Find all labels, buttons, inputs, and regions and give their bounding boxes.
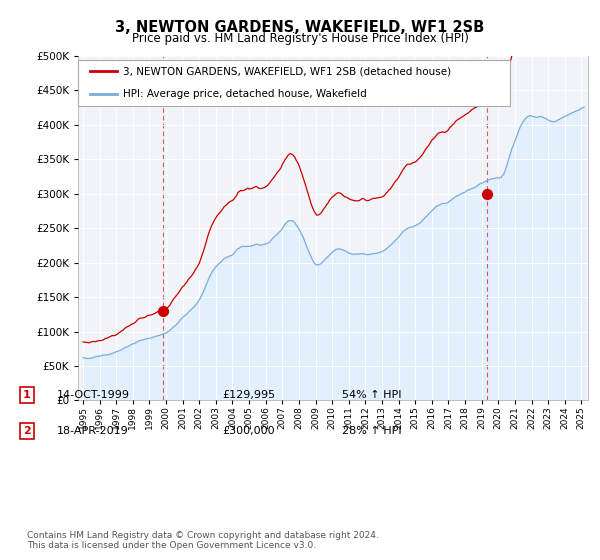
Text: Price paid vs. HM Land Registry's House Price Index (HPI): Price paid vs. HM Land Registry's House … bbox=[131, 32, 469, 45]
Text: HPI: Average price, detached house, Wakefield: HPI: Average price, detached house, Wake… bbox=[123, 89, 367, 99]
Text: 3, NEWTON GARDENS, WAKEFIELD, WF1 2SB: 3, NEWTON GARDENS, WAKEFIELD, WF1 2SB bbox=[115, 20, 485, 35]
Point bbox=[158, 306, 167, 315]
Text: £129,995: £129,995 bbox=[222, 390, 275, 400]
Point bbox=[482, 189, 491, 198]
Text: 14-OCT-1999: 14-OCT-1999 bbox=[57, 390, 130, 400]
Text: 54% ↑ HPI: 54% ↑ HPI bbox=[342, 390, 401, 400]
Text: 28% ↑ HPI: 28% ↑ HPI bbox=[342, 426, 401, 436]
Text: £300,000: £300,000 bbox=[222, 426, 275, 436]
Text: 2: 2 bbox=[483, 78, 491, 88]
Text: 3, NEWTON GARDENS, WAKEFIELD, WF1 2SB (detached house): 3, NEWTON GARDENS, WAKEFIELD, WF1 2SB (d… bbox=[123, 66, 451, 76]
Text: 2: 2 bbox=[23, 426, 31, 436]
Text: Contains HM Land Registry data © Crown copyright and database right 2024.
This d: Contains HM Land Registry data © Crown c… bbox=[27, 530, 379, 550]
Text: 1: 1 bbox=[158, 78, 166, 88]
Text: 18-APR-2019: 18-APR-2019 bbox=[57, 426, 129, 436]
Text: 1: 1 bbox=[23, 390, 31, 400]
